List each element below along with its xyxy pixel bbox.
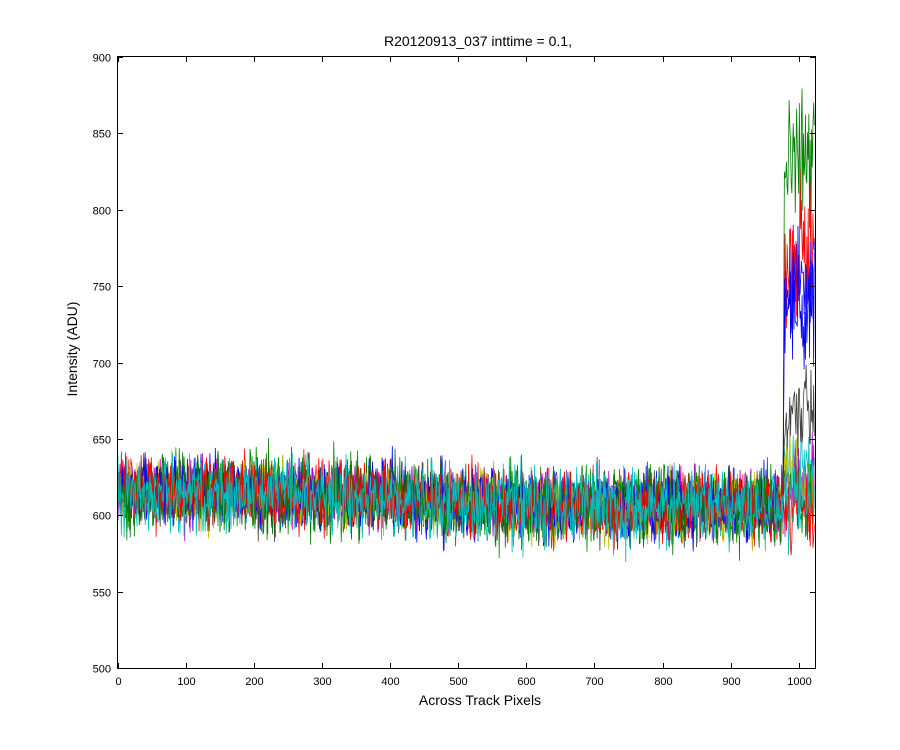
y-tick-label: 550 — [93, 588, 111, 600]
x-tick-label: 1000 — [787, 676, 811, 688]
x-axis-label: Across Track Pixels — [419, 692, 541, 708]
x-tick-label: 300 — [313, 676, 331, 688]
x-tick-label: 600 — [517, 676, 535, 688]
x-tick-label: 500 — [449, 676, 467, 688]
y-tick-label: 650 — [93, 435, 111, 447]
y-tick-label: 800 — [93, 206, 111, 218]
series-line — [117, 449, 815, 558]
y-axis-label: Intensity (ADU) — [64, 302, 80, 397]
x-tick-label: 200 — [245, 676, 263, 688]
y-axis: 500 550 600 650 700 750 800 850 900 — [93, 53, 815, 676]
y-tick-label: 900 — [93, 53, 111, 65]
y-tick-label: 500 — [93, 664, 111, 676]
y-tick-label: 700 — [93, 359, 111, 371]
x-tick-label: 400 — [381, 676, 399, 688]
x-tick-label: 0 — [115, 676, 121, 688]
x-tick-label: 900 — [722, 676, 740, 688]
y-tick-label: 600 — [93, 511, 111, 523]
data-traces — [117, 88, 815, 563]
axes-box — [117, 56, 816, 669]
y-tick-label: 750 — [93, 282, 111, 294]
y-tick-label: 850 — [93, 129, 111, 141]
x-tick-label: 800 — [654, 676, 672, 688]
x-axis: 0 100 200 300 400 500 600 700 800 900 1000 — [115, 57, 812, 688]
chart-title: R20120913_037 inttime = 0.1, — [384, 33, 572, 49]
x-tick-label: 100 — [177, 676, 195, 688]
x-tick-label: 700 — [585, 676, 603, 688]
